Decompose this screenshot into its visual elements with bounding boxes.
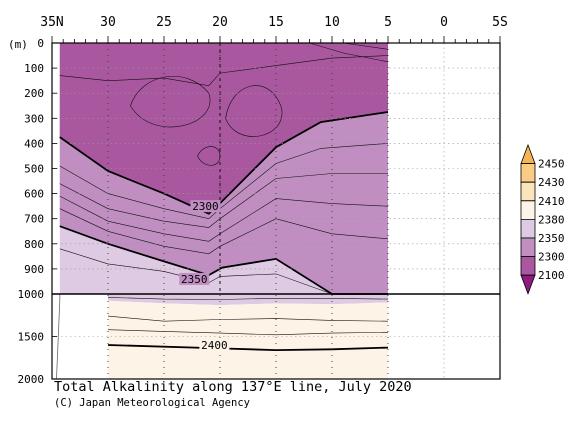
x-tick-label: 0 — [440, 15, 448, 30]
contour-label-2350: 2350 — [181, 273, 208, 286]
contour-line-8 — [107, 297, 389, 300]
colorbar-label: 2300 — [538, 251, 565, 264]
x-tick-label: 20 — [212, 15, 228, 30]
y-tick-label: 300 — [24, 112, 44, 125]
fill-below-2300 — [59, 43, 389, 214]
contour-line-7 — [343, 42, 389, 50]
colorbar-swatch-4 — [520, 218, 536, 239]
y-tick-label: 0 — [37, 37, 44, 50]
contour-label-bg — [179, 272, 210, 285]
contour-label-bg — [199, 339, 230, 351]
y-tick-label: 200 — [24, 87, 44, 100]
fill-2380-2410 — [108, 300, 388, 379]
colorbar-label: 2380 — [538, 213, 565, 226]
colorbar-swatch-3 — [520, 200, 536, 220]
colorbar-swatch-2 — [520, 181, 536, 202]
contour-line-3 — [59, 208, 389, 255]
colorbar-label: 2410 — [538, 195, 565, 208]
isoline-2350 — [59, 225, 388, 295]
x-tick-label: 5 — [384, 15, 392, 30]
contour-label-2400: 2400 — [201, 339, 228, 352]
colorbar-swatch-0 — [520, 143, 536, 165]
contour-line-2 — [59, 195, 389, 242]
contour-line-1 — [59, 173, 388, 228]
fill-2350-2380-deep — [108, 294, 388, 306]
y-tick-label: 900 — [24, 263, 44, 276]
x-tick-label: 25 — [156, 15, 172, 30]
y-tick-label: 500 — [24, 163, 44, 176]
colorbar-swatch-5 — [520, 237, 536, 258]
credit-text: (C) Japan Meteorological Agency — [54, 397, 250, 409]
contour-line-5 — [59, 55, 389, 87]
y-tick-label: 2000 — [18, 373, 45, 386]
contour-line-9 — [107, 315, 389, 322]
x-tick-label: 15 — [268, 15, 284, 30]
contour-label-bg — [190, 200, 221, 213]
y-tick-label: 1000 — [18, 288, 45, 301]
contour-loop-1 — [225, 85, 283, 137]
x-tick-label: 30 — [100, 15, 116, 30]
colorbar-label: 2100 — [538, 269, 565, 282]
y-tick-label: 1500 — [18, 331, 45, 344]
colorbar-label: 2450 — [538, 158, 565, 171]
chart-title: Total Alkalinity along 137°E line, July … — [54, 379, 412, 395]
y-tick-label: 600 — [24, 188, 44, 201]
contour-line-0 — [59, 143, 389, 220]
colorbar-label: 2430 — [538, 176, 565, 189]
x-tick-label: 5S — [492, 15, 508, 30]
x-tick-label: 35N — [40, 15, 63, 30]
y-tick-label: 700 — [24, 213, 44, 226]
contour-label-2300: 2300 — [192, 200, 219, 213]
isoline-2400 — [107, 344, 389, 352]
y-tick-label: 800 — [24, 238, 44, 251]
y-tick-label: 100 — [24, 62, 44, 75]
bottom-trace — [56, 294, 61, 380]
contour-loop-0 — [130, 76, 211, 128]
contour-line-10 — [107, 329, 389, 336]
colorbar-swatch-7 — [520, 274, 536, 295]
y-tick-label: 400 — [24, 137, 44, 150]
colorbar-swatch-1 — [520, 163, 536, 183]
colorbar-swatch-6 — [520, 256, 536, 276]
contour-line-6 — [309, 42, 389, 63]
colorbar-label: 2350 — [538, 232, 565, 245]
x-tick-label: 10 — [324, 15, 340, 30]
y-unit-label: (m) — [8, 38, 28, 51]
